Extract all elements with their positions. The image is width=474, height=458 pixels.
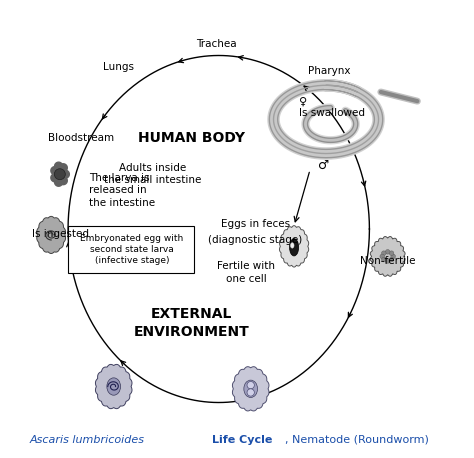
Polygon shape [280,226,309,267]
Ellipse shape [382,257,386,262]
Ellipse shape [391,254,395,259]
Ellipse shape [389,257,394,262]
Polygon shape [95,365,132,409]
Polygon shape [61,170,69,178]
Ellipse shape [247,382,255,389]
Polygon shape [37,216,65,253]
Polygon shape [55,162,63,170]
Text: Non-fertile: Non-fertile [360,256,415,266]
Polygon shape [55,178,63,186]
Text: Trachea: Trachea [196,39,237,49]
Text: ♀: ♀ [299,96,307,106]
Ellipse shape [291,243,294,248]
Polygon shape [232,367,269,411]
Polygon shape [59,177,67,185]
Text: ♂: ♂ [318,158,329,172]
Polygon shape [51,174,59,182]
Text: , Nematode (Roundworm): , Nematode (Roundworm) [285,435,429,445]
Text: Life Cycle: Life Cycle [212,435,272,445]
Ellipse shape [389,251,394,256]
Text: (diagnostic stage): (diagnostic stage) [208,235,302,245]
FancyBboxPatch shape [68,226,193,273]
Ellipse shape [107,378,120,395]
Text: Ascaris lumbricoides: Ascaris lumbricoides [29,435,144,445]
Text: Adults inside
the small intestine: Adults inside the small intestine [104,163,201,185]
Text: Bloodstream: Bloodstream [47,133,114,143]
Text: Lungs: Lungs [103,62,134,72]
Text: HUMAN BODY: HUMAN BODY [138,131,245,145]
Text: Fertile with
one cell: Fertile with one cell [217,261,275,284]
Ellipse shape [385,250,390,254]
Text: Pharynx: Pharynx [308,66,350,76]
Text: The larva is
released in
the intestine: The larva is released in the intestine [89,173,155,207]
Text: Embryonated egg with
second state larva
(infective stage): Embryonated egg with second state larva … [81,234,183,265]
Text: Is ingested: Is ingested [32,229,89,239]
Ellipse shape [380,254,384,259]
Polygon shape [51,167,59,174]
Circle shape [55,169,65,180]
Ellipse shape [290,239,299,256]
Text: Is swallowed: Is swallowed [299,108,365,118]
Text: Eggs in feces: Eggs in feces [221,219,290,229]
Text: EXTERNAL
ENVIRONMENT: EXTERNAL ENVIRONMENT [134,307,249,338]
Ellipse shape [247,389,255,396]
Polygon shape [370,236,405,276]
Polygon shape [59,164,67,172]
Ellipse shape [382,251,386,256]
Ellipse shape [244,380,257,398]
Ellipse shape [385,259,390,263]
